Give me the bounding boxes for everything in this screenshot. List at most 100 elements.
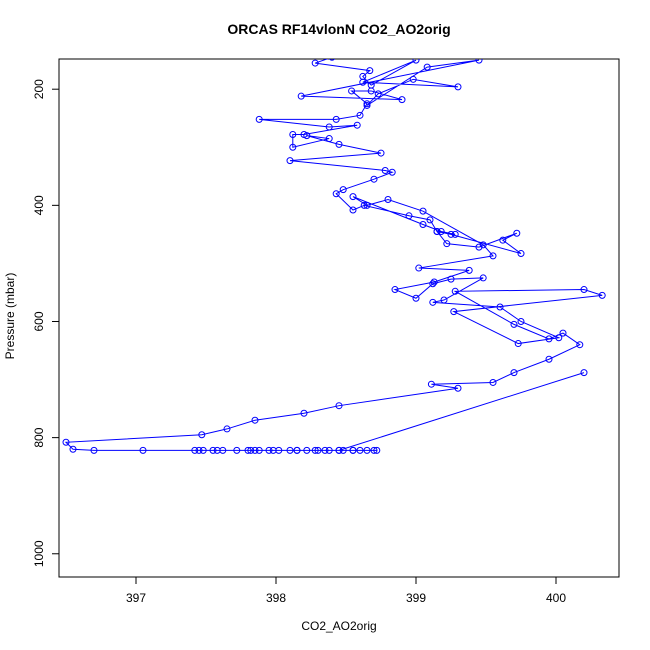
data-point [433, 227, 441, 235]
data-point [447, 230, 455, 238]
data-point [311, 446, 319, 454]
data-point [332, 190, 340, 198]
data-point [297, 92, 305, 100]
data-point [198, 431, 206, 439]
data-point [429, 298, 437, 306]
data-point [545, 355, 553, 363]
data-point [412, 59, 420, 64]
data-point [440, 296, 448, 304]
data-point [303, 446, 311, 454]
data-point [489, 252, 497, 260]
data-point [286, 446, 294, 454]
data-point [510, 369, 518, 377]
data-point [405, 212, 413, 220]
data-point [499, 236, 507, 244]
data-point [426, 216, 434, 224]
series-layer [62, 59, 606, 454]
x-tick-label: 400 [546, 591, 566, 605]
data-point [233, 446, 241, 454]
data-point [321, 446, 329, 454]
x-tick-label: 397 [126, 591, 146, 605]
data-point [451, 230, 459, 238]
data-point [251, 416, 259, 424]
data-point [479, 241, 487, 249]
data-point [489, 378, 497, 386]
data-point [328, 59, 336, 61]
data-point [559, 329, 567, 337]
data-point [353, 121, 361, 129]
data-point [415, 264, 423, 272]
x-axis-label: CO2_AO2orig [301, 619, 376, 633]
data-point [479, 274, 487, 282]
data-point [454, 83, 462, 91]
data-point [381, 167, 389, 174]
data-point [423, 63, 431, 71]
data-point [247, 446, 255, 454]
data-point [265, 446, 273, 454]
data-point [437, 227, 445, 235]
data-point [384, 196, 392, 204]
data-point [314, 446, 322, 454]
data-point [335, 402, 343, 410]
data-point [373, 446, 381, 454]
data-point [517, 317, 525, 325]
data-point [223, 425, 231, 433]
data-point [419, 207, 427, 215]
data-point [443, 240, 451, 248]
data-point [325, 135, 333, 143]
y-axis-label: Pressure (mbar) [3, 273, 17, 360]
x-tick-label: 399 [406, 591, 426, 605]
data-point [289, 130, 297, 138]
data-point [348, 87, 356, 95]
data-point [598, 291, 606, 299]
data-point [363, 201, 371, 209]
data-point [398, 96, 406, 104]
series-line [64, 59, 603, 451]
data-point [409, 75, 417, 83]
data-point [454, 384, 462, 392]
data-point [325, 123, 333, 131]
data-point [219, 446, 227, 454]
data-point [209, 446, 217, 454]
data-point [510, 320, 518, 328]
data-point [300, 409, 308, 417]
data-point [339, 186, 347, 194]
data-point [451, 287, 459, 295]
data-point [555, 334, 563, 342]
data-point [374, 90, 382, 98]
x-axis: 397 398 399 400 [126, 577, 566, 605]
data-point [349, 193, 357, 201]
data-point [289, 143, 297, 151]
chart-title: ORCAS RF14vlonN CO2_AO2orig [227, 21, 450, 37]
data-point [255, 115, 263, 123]
data-point [391, 286, 399, 294]
data-point [545, 335, 553, 343]
data-point [388, 168, 396, 176]
data-point [349, 206, 357, 214]
data-point [580, 286, 588, 294]
data-point [465, 266, 473, 274]
data-point [360, 201, 368, 209]
data-point [255, 446, 263, 454]
data-point [429, 280, 437, 288]
data-point [191, 446, 199, 454]
data-point [496, 303, 504, 311]
data-point [244, 446, 252, 454]
y-tick-label: 1000 [32, 540, 46, 567]
data-point [430, 278, 438, 286]
y-tick-label: 200 [32, 79, 46, 99]
data-point [370, 175, 378, 183]
data-point [447, 275, 455, 283]
y-axis: 200 400 600 800 1000 [32, 79, 59, 567]
data-point [90, 446, 98, 454]
data-point [275, 446, 283, 454]
data-point [356, 446, 364, 454]
data-point [69, 445, 77, 453]
data-point [363, 100, 371, 108]
data-point [139, 446, 147, 454]
data-point [335, 446, 343, 454]
y-tick-label: 800 [32, 427, 46, 447]
data-point [332, 115, 340, 123]
data-point [576, 341, 584, 349]
data-point [514, 340, 522, 348]
